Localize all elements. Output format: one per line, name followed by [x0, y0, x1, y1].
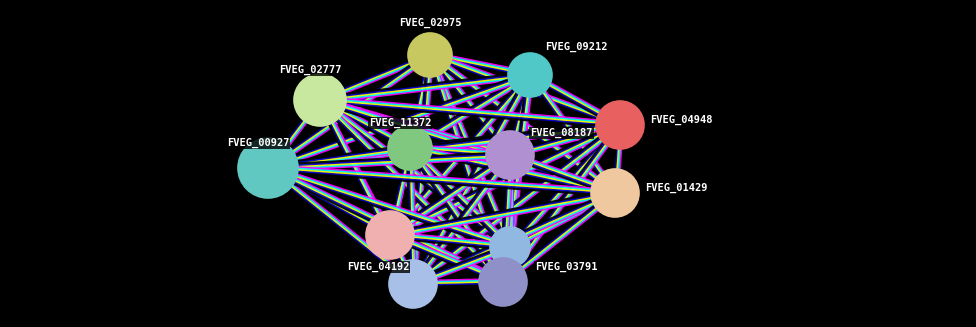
- Text: FVEG_04948: FVEG_04948: [650, 115, 712, 125]
- Text: FVEG_01429: FVEG_01429: [645, 183, 708, 193]
- Text: FVEG_08187: FVEG_08187: [530, 128, 592, 138]
- Circle shape: [366, 211, 414, 259]
- Circle shape: [508, 53, 552, 97]
- Text: FVEG_04192: FVEG_04192: [346, 262, 409, 272]
- Circle shape: [596, 101, 644, 149]
- Text: FVEG_03791: FVEG_03791: [535, 262, 597, 272]
- Circle shape: [294, 74, 346, 126]
- Text: FVEG_02975: FVEG_02975: [399, 18, 462, 28]
- Circle shape: [490, 227, 530, 267]
- Circle shape: [388, 126, 432, 170]
- Circle shape: [238, 138, 298, 198]
- Text: FVEG_02777: FVEG_02777: [279, 65, 342, 75]
- Circle shape: [591, 169, 639, 217]
- Circle shape: [408, 33, 452, 77]
- Text: FVEG_09212: FVEG_09212: [545, 42, 607, 52]
- Text: FVEG_00927: FVEG_00927: [226, 138, 289, 148]
- Text: FVEG_11372: FVEG_11372: [369, 118, 431, 128]
- Circle shape: [389, 260, 437, 308]
- Circle shape: [486, 131, 534, 179]
- Circle shape: [479, 258, 527, 306]
